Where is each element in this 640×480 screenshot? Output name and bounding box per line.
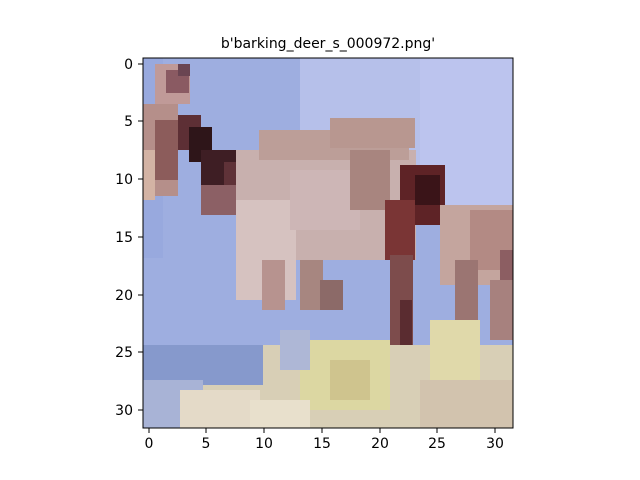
x-tick-label: 25 — [428, 436, 446, 452]
image-plot: 0 5 10 15 20 25 30 0 5 10 15 20 25 30 — [115, 57, 514, 452]
x-axis: 0 5 10 15 20 25 30 — [145, 428, 504, 452]
deer-photo — [143, 58, 513, 428]
x-tick-label: 10 — [255, 436, 273, 452]
x-tick-label: 20 — [371, 436, 389, 452]
y-tick-label: 0 — [124, 57, 133, 73]
x-tick-label: 5 — [202, 436, 211, 452]
plot-frame — [142, 57, 514, 429]
y-tick-label: 25 — [115, 345, 133, 361]
y-tick-label: 30 — [115, 403, 133, 419]
x-tick-label: 30 — [486, 436, 504, 452]
y-tick-label: 15 — [115, 230, 133, 246]
y-tick-label: 20 — [115, 288, 133, 304]
y-tick-label: 10 — [115, 172, 133, 188]
y-axis: 0 5 10 15 20 25 30 — [115, 57, 143, 419]
y-tick-label: 5 — [124, 114, 133, 130]
image-title: b'barking_deer_s_000972.png' — [221, 36, 435, 52]
x-tick-label: 15 — [313, 436, 331, 452]
x-tick-label: 0 — [145, 436, 154, 452]
